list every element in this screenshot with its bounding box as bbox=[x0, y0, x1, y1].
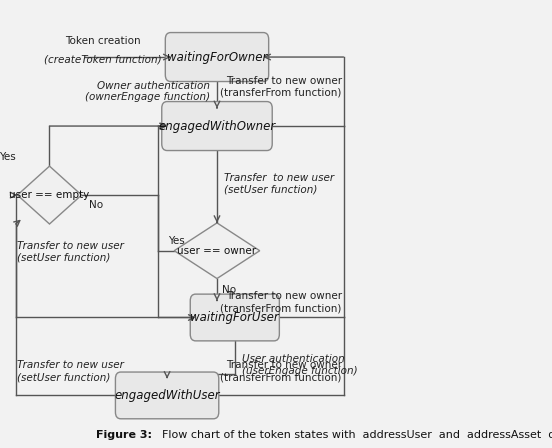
Text: user == owner: user == owner bbox=[177, 246, 257, 256]
Polygon shape bbox=[18, 166, 82, 224]
Text: user == empty: user == empty bbox=[9, 190, 89, 200]
Text: waitingForUser: waitingForUser bbox=[190, 311, 279, 324]
Text: Transfer to new owner
(transferFrom function): Transfer to new owner (transferFrom func… bbox=[220, 76, 342, 98]
FancyBboxPatch shape bbox=[162, 102, 272, 151]
Text: Transfer to new user
(setUser function): Transfer to new user (setUser function) bbox=[18, 241, 124, 263]
Text: Flow chart of the token states with  addressUser  and  addressAsset  defined: Flow chart of the token states with addr… bbox=[162, 431, 552, 440]
Text: (createToken function): (createToken function) bbox=[44, 55, 162, 65]
Text: engagedWithUser: engagedWithUser bbox=[114, 389, 220, 402]
Text: Transfer to new user
(setUser function): Transfer to new user (setUser function) bbox=[18, 361, 124, 382]
FancyBboxPatch shape bbox=[165, 33, 269, 82]
Text: Yes: Yes bbox=[168, 236, 185, 246]
FancyBboxPatch shape bbox=[115, 372, 219, 419]
Text: engagedWithOwner: engagedWithOwner bbox=[158, 120, 275, 133]
Text: Owner authentication
(ownerEngage function): Owner authentication (ownerEngage functi… bbox=[85, 81, 210, 102]
Text: No: No bbox=[222, 284, 236, 295]
Text: User authentication
(userEngage function): User authentication (userEngage function… bbox=[242, 354, 358, 375]
Text: Yes: Yes bbox=[0, 152, 15, 162]
Text: Transfer to new owner
(transferFrom function): Transfer to new owner (transferFrom func… bbox=[220, 292, 342, 313]
Text: waitingForOwner: waitingForOwner bbox=[167, 51, 267, 64]
FancyBboxPatch shape bbox=[190, 294, 279, 341]
Text: Figure 3:: Figure 3: bbox=[96, 431, 152, 440]
Text: Token creation: Token creation bbox=[65, 36, 141, 46]
Text: No: No bbox=[89, 199, 103, 210]
Text: Transfer  to new user
(setUser function): Transfer to new user (setUser function) bbox=[224, 172, 335, 194]
Text: Transfer to new owner
(transferFrom function): Transfer to new owner (transferFrom func… bbox=[220, 361, 342, 382]
Polygon shape bbox=[174, 223, 260, 279]
